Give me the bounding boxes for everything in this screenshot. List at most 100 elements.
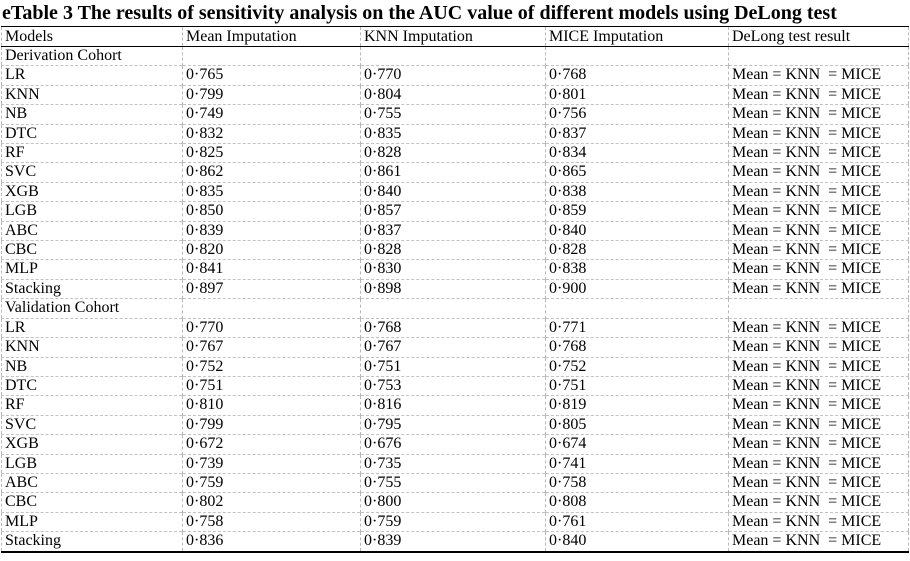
cell-delong: Mean = KNN = MICE xyxy=(728,162,909,183)
table-row: ABC 0·759 0·755 0·758 Mean = KNN = MICE xyxy=(1,472,909,493)
cell-mice: 0·805 xyxy=(545,414,729,435)
cell-mean: 0·759 xyxy=(182,472,361,493)
cell-knn: 0·755 xyxy=(360,104,546,125)
cell-knn: 0·767 xyxy=(360,337,546,357)
table-row: RF 0·825 0·828 0·834 Mean = KNN = MICE xyxy=(1,143,909,163)
empty-cell xyxy=(182,298,361,319)
cell-knn: 0·804 xyxy=(360,84,546,105)
cell-knn: 0·828 xyxy=(360,240,546,260)
section-row: Validation Cohort xyxy=(1,298,909,319)
cell-knn: 0·753 xyxy=(360,375,546,396)
table-row: LGB 0·739 0·735 0·741 Mean = KNN = MICE xyxy=(1,453,909,474)
cell-mean: 0·820 xyxy=(182,240,361,260)
cell-mice: 0·761 xyxy=(545,511,729,532)
section-row: Derivation Cohort xyxy=(2,46,909,66)
cell-mice: 0·771 xyxy=(545,317,729,338)
table-row: DTC 0·832 0·835 0·837 Mean = KNN = MICE xyxy=(1,123,909,144)
table-row: Stacking 0·897 0·898 0·900 Mean = KNN = MICE xyxy=(1,278,909,299)
table-row: CBC 0·802 0·800 0·808 Mean = KNN = MICE xyxy=(1,492,909,513)
cell-mean: 0·767 xyxy=(182,337,361,357)
cell-knn: 0·795 xyxy=(360,414,546,435)
column-header-models: Models xyxy=(1,26,183,47)
cell-knn: 0·768 xyxy=(360,317,546,338)
empty-cell xyxy=(545,46,729,66)
section-label: Validation Cohort xyxy=(1,298,183,319)
cell-mean: 0·752 xyxy=(182,356,361,377)
table-row: SVC 0·862 0·861 0·865 Mean = KNN = MICE xyxy=(1,162,909,183)
cell-model: LGB xyxy=(1,201,183,222)
cell-mean: 0·862 xyxy=(182,162,361,183)
cell-model: Stacking xyxy=(1,531,183,553)
results-table-header: Models Mean Imputation KNN Imputation MI… xyxy=(1,26,909,47)
table-row: NB 0·749 0·755 0·756 Mean = KNN = MICE xyxy=(1,104,909,125)
cell-knn: 0·840 xyxy=(360,181,546,202)
header-row: Models Mean Imputation KNN Imputation MI… xyxy=(1,26,909,47)
cell-mice: 0·674 xyxy=(545,434,729,455)
cell-delong: Mean = KNN = MICE xyxy=(728,143,909,163)
cell-knn: 0·839 xyxy=(360,531,546,553)
cell-model: DTC xyxy=(1,123,183,144)
cell-model: MLP xyxy=(1,511,183,532)
cell-mean: 0·765 xyxy=(182,65,361,86)
cell-mice: 0·808 xyxy=(545,492,729,513)
cell-mice: 0·758 xyxy=(545,472,729,493)
cell-mean: 0·802 xyxy=(182,492,361,513)
cell-delong: Mean = KNN = MICE xyxy=(728,181,909,202)
table-row: NB 0·752 0·751 0·752 Mean = KNN = MICE xyxy=(1,356,909,377)
cell-delong: Mean = KNN = MICE xyxy=(728,278,909,299)
cell-knn: 0·751 xyxy=(360,356,546,377)
cell-model: DTC xyxy=(1,375,183,396)
cell-delong: Mean = KNN = MICE xyxy=(728,356,909,377)
cell-delong: Mean = KNN = MICE xyxy=(728,453,909,474)
cell-model: NB xyxy=(1,104,183,125)
cell-delong: Mean = KNN = MICE xyxy=(728,240,909,260)
cell-knn: 0·800 xyxy=(360,492,546,513)
cell-mice: 0·840 xyxy=(545,220,729,241)
column-header-mean-imputation: Mean Imputation xyxy=(182,26,361,47)
cell-mean: 0·825 xyxy=(182,143,361,163)
cell-mice: 0·768 xyxy=(545,65,729,86)
cell-mice: 0·828 xyxy=(545,240,729,260)
cell-model: RF xyxy=(1,395,183,416)
cell-mice: 0·838 xyxy=(545,259,729,280)
cell-delong: Mean = KNN = MICE xyxy=(728,472,909,493)
cell-knn: 0·759 xyxy=(360,511,546,532)
cell-delong: Mean = KNN = MICE xyxy=(728,414,909,435)
cell-knn: 0·857 xyxy=(360,201,546,222)
cell-knn: 0·828 xyxy=(360,143,546,163)
cell-delong: Mean = KNN = MICE xyxy=(728,511,909,532)
empty-cell xyxy=(360,46,546,66)
cell-delong: Mean = KNN = MICE xyxy=(728,395,909,416)
cell-mice: 0·837 xyxy=(545,123,729,144)
cell-model: NB xyxy=(1,356,183,377)
results-table: Models Mean Imputation KNN Imputation MI… xyxy=(1,26,909,553)
cell-model: CBC xyxy=(1,240,183,260)
cell-delong: Mean = KNN = MICE xyxy=(728,531,909,553)
cell-model: LGB xyxy=(1,453,183,474)
cell-model: KNN xyxy=(1,84,183,105)
cell-knn: 0·835 xyxy=(360,123,546,144)
cell-model: ABC xyxy=(1,220,183,241)
cell-mean: 0·751 xyxy=(182,375,361,396)
cell-delong: Mean = KNN = MICE xyxy=(728,492,909,513)
cell-model: LR xyxy=(1,317,183,338)
table-row: XGB 0·835 0·840 0·838 Mean = KNN = MICE xyxy=(1,181,909,202)
cell-mice: 0·865 xyxy=(545,162,729,183)
table-row: LR 0·770 0·768 0·771 Mean = KNN = MICE xyxy=(1,317,909,338)
table-row: MLP 0·758 0·759 0·761 Mean = KNN = MICE xyxy=(1,511,909,532)
cell-mean: 0·839 xyxy=(182,220,361,241)
table-row: DTC 0·751 0·753 0·751 Mean = KNN = MICE xyxy=(1,375,909,396)
cell-model: ABC xyxy=(1,472,183,493)
table-row: LR 0·765 0·770 0·768 Mean = KNN = MICE xyxy=(1,65,909,86)
cell-mean: 0·897 xyxy=(182,278,361,299)
empty-cell xyxy=(360,298,546,319)
section-label: Derivation Cohort xyxy=(5,47,122,64)
cell-knn: 0·816 xyxy=(360,395,546,416)
cell-mice: 0·834 xyxy=(545,143,729,163)
cell-mice: 0·756 xyxy=(545,104,729,125)
cell-mean: 0·810 xyxy=(182,395,361,416)
cell-knn: 0·837 xyxy=(360,220,546,241)
cell-mice: 0·859 xyxy=(545,201,729,222)
cell-mean: 0·832 xyxy=(182,123,361,144)
